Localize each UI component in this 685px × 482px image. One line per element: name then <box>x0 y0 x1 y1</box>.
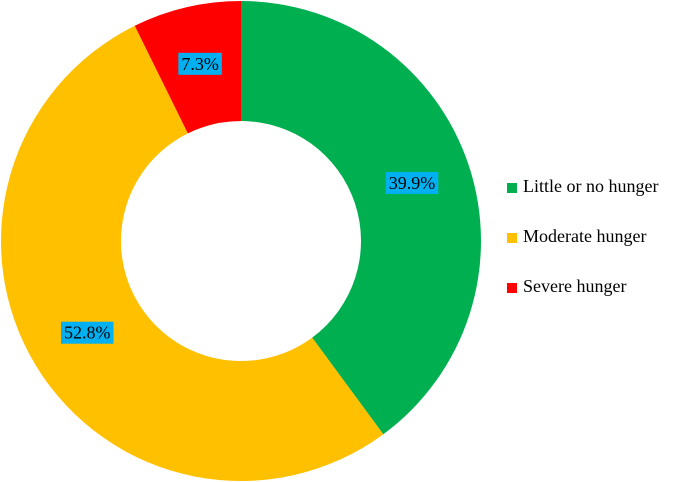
data-label: 7.3% <box>178 52 222 75</box>
data-label-text: 52.8% <box>64 323 111 343</box>
data-label: 52.8% <box>60 321 114 344</box>
data-label-background <box>385 171 439 194</box>
legend-swatch <box>507 283 517 293</box>
data-label: 39.9% <box>385 171 439 194</box>
data-label-text: 7.3% <box>181 54 219 74</box>
legend-label: Severe hunger <box>523 276 626 296</box>
donut-segment <box>241 1 482 435</box>
data-label-background <box>178 52 222 75</box>
legend-swatch <box>507 233 517 243</box>
data-label-text: 39.9% <box>389 173 436 193</box>
data-label-background <box>60 321 114 344</box>
donut-segment <box>1 25 384 481</box>
legend-swatch <box>507 183 517 193</box>
legend-label: Moderate hunger <box>523 226 646 246</box>
legend-label: Little or no hunger <box>523 176 658 196</box>
